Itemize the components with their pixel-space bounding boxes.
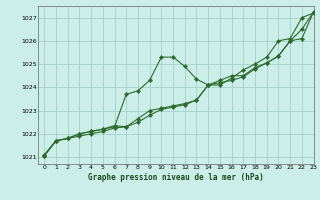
X-axis label: Graphe pression niveau de la mer (hPa): Graphe pression niveau de la mer (hPa) <box>88 173 264 182</box>
